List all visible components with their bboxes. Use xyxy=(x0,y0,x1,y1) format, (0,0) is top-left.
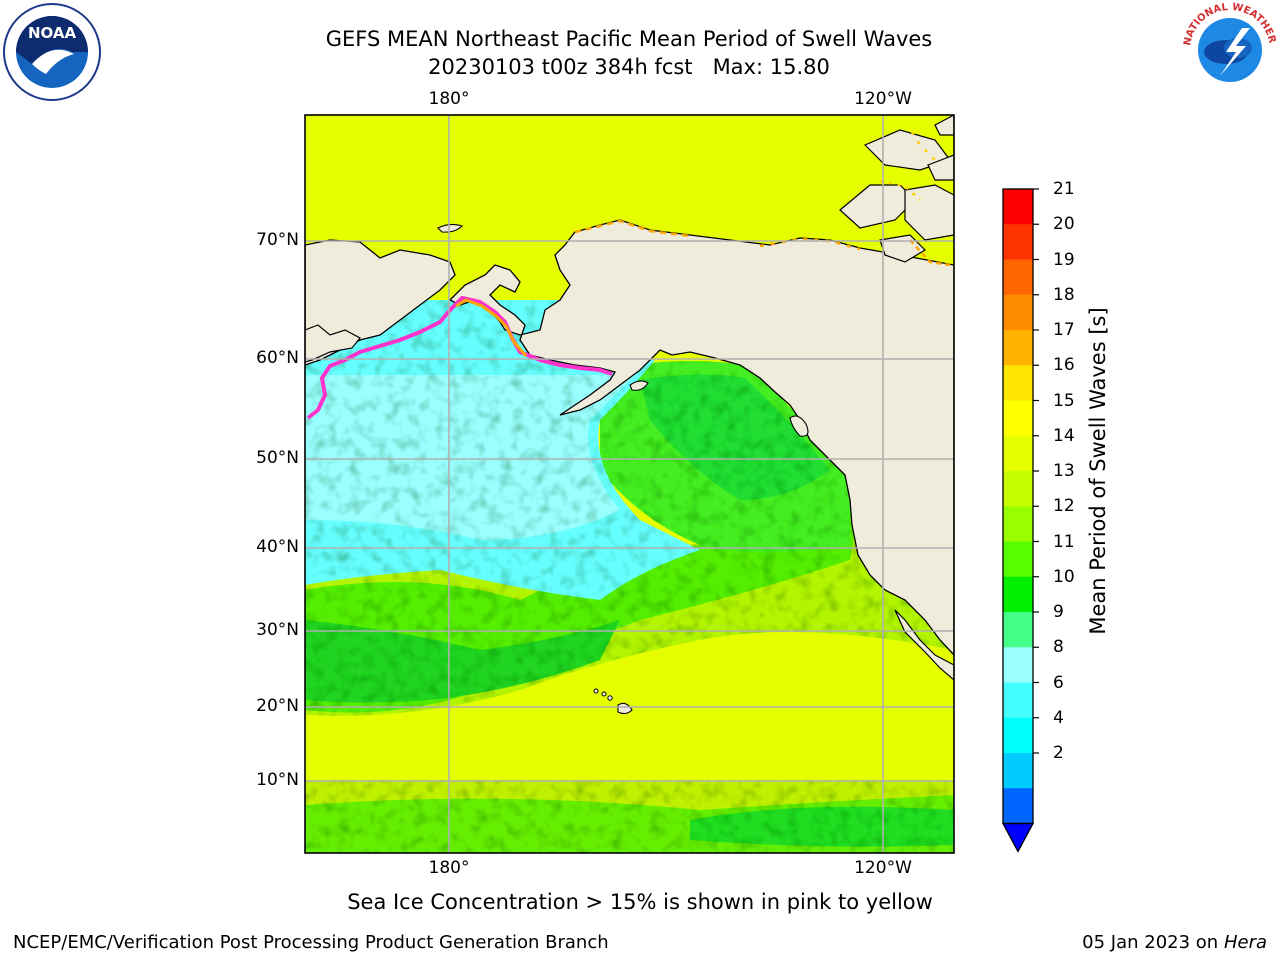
hawaii-island xyxy=(607,695,613,701)
sea-ice-caption: Sea Ice Concentration > 15% is shown in … xyxy=(347,890,933,914)
svg-text:NOAA: NOAA xyxy=(28,24,77,42)
lat-label: 10°N xyxy=(256,770,299,790)
colorbar-tick-label: 20 xyxy=(1053,214,1075,235)
footer-branch: NCEP/EMC/Verification Post Processing Pr… xyxy=(13,932,609,953)
bottom-lon-label: 120°W xyxy=(854,858,912,878)
arctic-island-4 xyxy=(934,115,954,136)
colorbar-tick-label: 4 xyxy=(1053,707,1064,728)
colorbar-tick-label: 21 xyxy=(1053,179,1075,199)
map-area xyxy=(305,115,954,853)
lat-label: 40°N xyxy=(256,537,299,557)
colorbar-segment xyxy=(1003,647,1033,683)
colorbar-tick-label: 13 xyxy=(1053,461,1075,481)
arctic-island-5 xyxy=(927,154,954,181)
colorbar-segment xyxy=(1003,435,1033,472)
colorbar-tick-label: 11 xyxy=(1053,531,1075,552)
kodiak-island xyxy=(629,380,649,391)
colorbar xyxy=(1001,188,1039,853)
colorbar-segment xyxy=(1003,541,1033,578)
lat-label: 30°N xyxy=(256,620,299,640)
colorbar-segment xyxy=(1003,294,1033,331)
colorbar-tick-label: 17 xyxy=(1053,320,1075,340)
colorbar-segment xyxy=(1003,259,1033,296)
vancouver-island xyxy=(789,415,809,437)
graticule xyxy=(305,115,954,853)
colorbar-tick-label: 8 xyxy=(1053,637,1064,658)
chukotka-peninsula xyxy=(305,324,361,363)
colorbar-extend-arrow xyxy=(1001,822,1035,853)
colorbar-tick-label: 6 xyxy=(1053,672,1064,693)
map-frame xyxy=(304,114,955,854)
colorbar-tick-label: 19 xyxy=(1053,249,1075,270)
hawaii-island xyxy=(593,688,599,694)
colorbar-segment xyxy=(1003,224,1033,260)
top-lon-label: 120°W xyxy=(854,89,912,109)
colorbar-tick-label: 18 xyxy=(1053,284,1075,305)
noaa-logo: NOAA xyxy=(3,3,101,101)
colorbar-tick-label: 14 xyxy=(1053,425,1075,446)
lat-label: 60°N xyxy=(256,348,299,368)
colorbar-tick-label: 10 xyxy=(1053,566,1075,587)
footer-date-text: 05 Jan 2023 on xyxy=(1082,932,1219,953)
lat-label: 70°N xyxy=(256,230,299,250)
colorbar-segment xyxy=(1003,506,1033,542)
lat-label: 50°N xyxy=(256,448,299,468)
colorbar-tick-label: 2 xyxy=(1053,743,1064,763)
baja-mexico-land xyxy=(894,609,954,681)
swell-period-field xyxy=(305,300,954,853)
colorbar-segment xyxy=(1003,576,1033,613)
colorbar-segment xyxy=(1003,471,1033,507)
st-lawrence-island xyxy=(437,223,464,233)
colorbar-tick-label: 15 xyxy=(1053,390,1075,411)
bottom-lon-label: 180° xyxy=(428,858,470,878)
colorbar-segment xyxy=(1003,753,1033,789)
colorbar-segment xyxy=(1003,788,1033,824)
colorbar-tick-label: 16 xyxy=(1053,355,1075,376)
chart-title: GEFS MEAN Northeast Pacific Mean Period … xyxy=(325,27,933,51)
colorbar-label: Mean Period of Swell Waves [s] xyxy=(1086,307,1110,635)
arctic-island-3 xyxy=(904,184,954,241)
colorbar-segment xyxy=(1003,612,1033,648)
colorbar-tick-label: 9 xyxy=(1053,602,1064,622)
footer-date: 05 Jan 2023 on Hera xyxy=(1082,932,1267,953)
hawaii-island xyxy=(601,691,607,697)
hawaii-big-island xyxy=(617,702,633,715)
sea-ice-edge xyxy=(306,131,951,420)
top-lon-label: 180° xyxy=(428,89,470,109)
chart-subtitle: 20230103 t00z 384h fcst Max: 15.80 xyxy=(428,55,830,79)
colorbar-segment xyxy=(1003,682,1033,719)
colorbar-segment xyxy=(1003,400,1033,437)
colorbar-segment xyxy=(1003,189,1033,225)
lat-label: 20°N xyxy=(256,696,299,716)
footer-machine: Hera xyxy=(1223,932,1267,953)
colorbar-segment xyxy=(1003,717,1033,754)
colorbar-segment xyxy=(1003,330,1033,366)
nws-logo: NATIONAL WEATHER SERVICE xyxy=(1180,0,1278,98)
colorbar-segment xyxy=(1003,365,1033,401)
colorbar-tick-label: 12 xyxy=(1053,496,1075,517)
